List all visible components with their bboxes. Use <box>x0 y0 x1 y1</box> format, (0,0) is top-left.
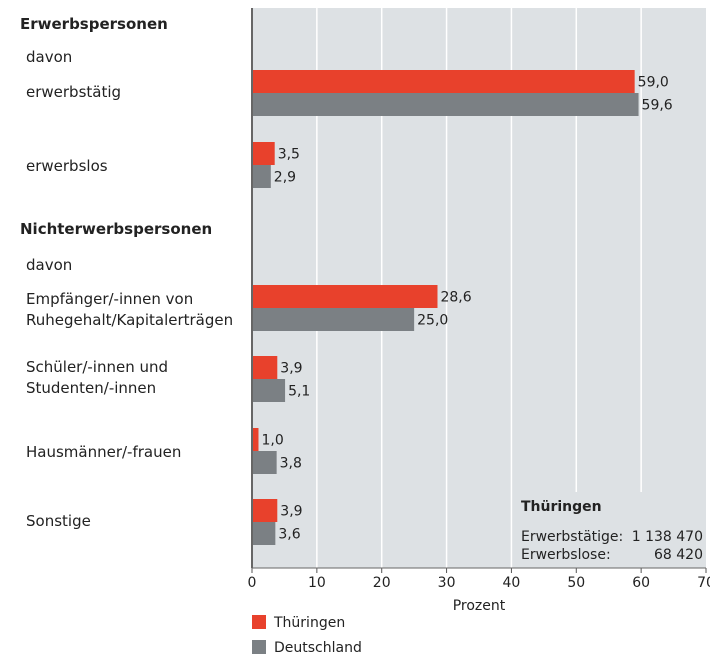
legend-swatch <box>252 640 266 654</box>
category-label: erwerbstätig <box>26 83 122 101</box>
value-label: 25,0 <box>417 313 448 329</box>
bar <box>252 70 635 93</box>
annotation-background <box>515 492 706 568</box>
value-label: 3,9 <box>280 361 302 377</box>
category-label: Hausmänner/-frauen <box>26 443 182 461</box>
x-axis-label: Prozent <box>453 598 506 614</box>
bar <box>252 142 275 165</box>
value-label: 59,6 <box>642 98 673 114</box>
category-label: davon <box>26 48 73 66</box>
category-label: Sonstige <box>26 512 91 530</box>
value-label: 28,6 <box>440 290 471 306</box>
bar <box>252 165 271 188</box>
value-label: 2,9 <box>274 170 296 186</box>
annotation-label: Erwerbslose: <box>521 547 611 563</box>
x-tick-label: 50 <box>567 575 585 591</box>
annotation-label: Erwerbstätige: <box>521 529 623 545</box>
value-label: 3,8 <box>280 456 302 472</box>
x-tick-label: 20 <box>373 575 391 591</box>
bar <box>252 499 278 522</box>
value-label: 5,1 <box>288 384 310 400</box>
category-label: Empfänger/-innen von Ruhegehalt/Kapitale… <box>26 290 234 329</box>
legend-label: Thüringen <box>273 615 345 631</box>
legend-label: Deutschland <box>274 640 362 656</box>
bar <box>252 356 278 379</box>
value-label: 1,0 <box>261 433 283 449</box>
x-tick-label: 60 <box>632 575 650 591</box>
x-tick-label: 30 <box>438 575 456 591</box>
value-label: 3,5 <box>278 147 300 163</box>
bar <box>252 379 286 402</box>
category-label: Schüler/-innen und Studenten/-innen <box>26 358 169 397</box>
value-label: 59,0 <box>638 75 669 91</box>
bar <box>252 93 639 116</box>
bar <box>252 451 277 474</box>
category-label: davon <box>26 256 73 274</box>
bar <box>252 285 438 308</box>
value-label: 3,9 <box>280 504 302 520</box>
annotation-value: 68 420 <box>654 547 703 563</box>
x-tick-label: 0 <box>248 575 257 591</box>
annotation-value: 1 138 470 <box>632 529 703 545</box>
bar <box>252 428 259 451</box>
x-tick-label: 40 <box>503 575 521 591</box>
category-label: Nichterwerbspersonen <box>20 220 213 238</box>
bar <box>252 522 276 545</box>
value-label: 3,6 <box>278 527 300 543</box>
annotation-title: Thüringen <box>521 499 602 515</box>
x-tick-label: 70 <box>697 575 710 591</box>
category-label: Erwerbspersonen <box>20 15 168 33</box>
bar <box>252 308 415 331</box>
x-tick-label: 10 <box>308 575 326 591</box>
legend-swatch <box>252 615 266 629</box>
category-label: erwerbslos <box>26 157 108 175</box>
